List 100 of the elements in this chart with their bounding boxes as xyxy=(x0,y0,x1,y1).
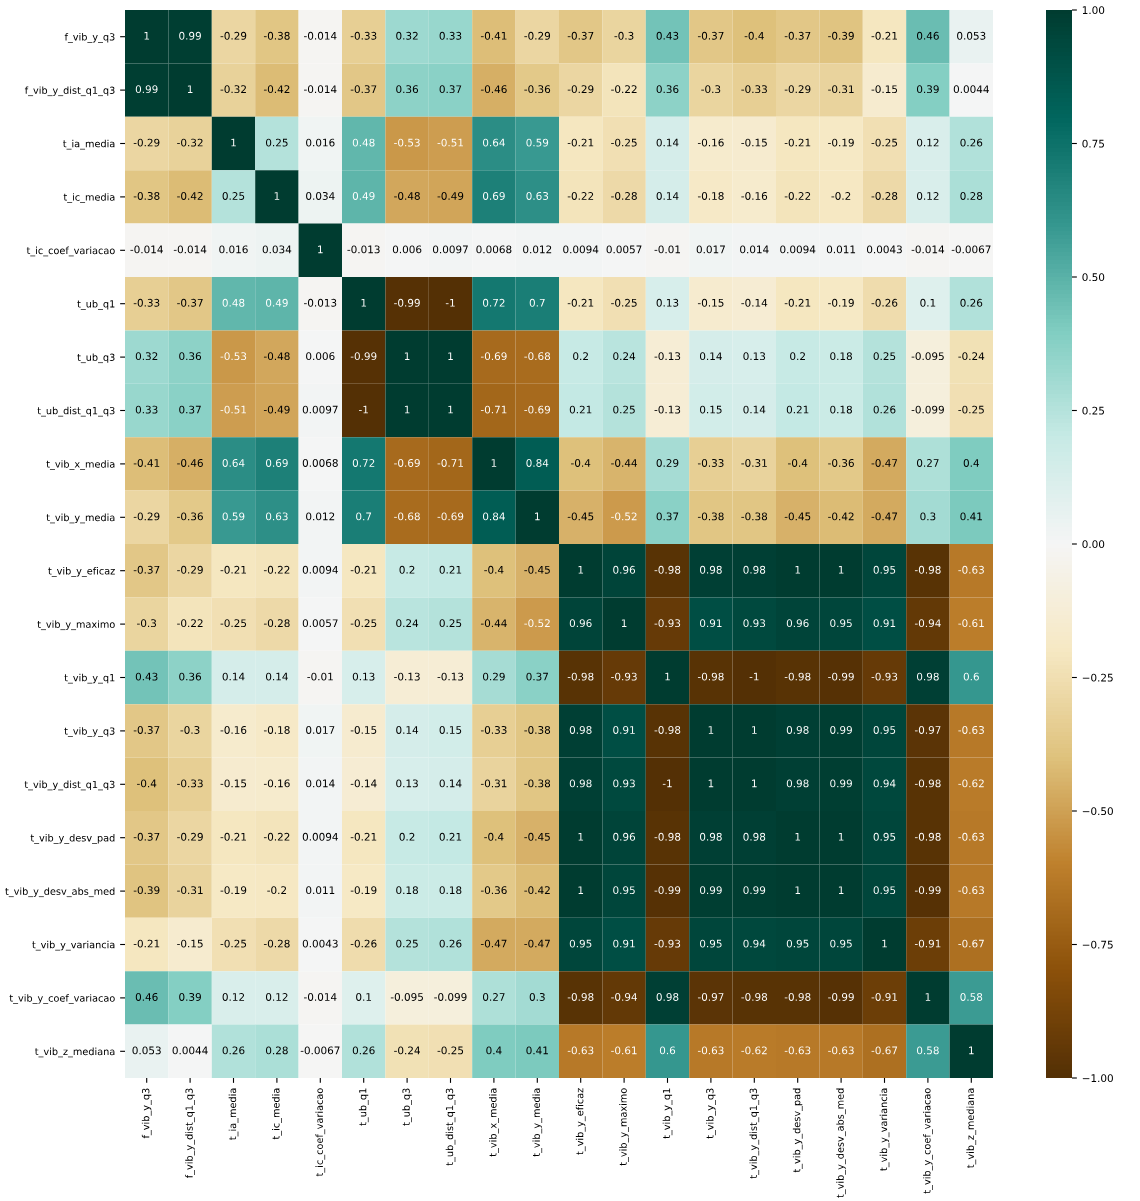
data-label: -0.99 xyxy=(914,886,941,895)
data-label: 0.95 xyxy=(699,939,722,948)
data-label: 0.14 xyxy=(743,405,766,414)
data-label: -0.095 xyxy=(390,993,423,1001)
data-label: 0.41 xyxy=(960,512,982,521)
data-label: -0.01 xyxy=(654,245,681,254)
data-label: 0.0043 xyxy=(302,939,338,948)
data-label: 0.24 xyxy=(613,352,636,361)
data-label: 0.006 xyxy=(306,352,335,361)
data-label: 0.3 xyxy=(529,993,545,1001)
data-label: -0.42 xyxy=(828,512,854,521)
data-label: 0.96 xyxy=(786,619,809,628)
data-label: 0.49 xyxy=(352,192,375,200)
data-label: -0.63 xyxy=(697,1046,724,1055)
data-label: 0.18 xyxy=(830,405,852,414)
data-label: -0.2 xyxy=(267,886,287,895)
data-label: -0.29 xyxy=(567,85,594,94)
data-label: 0.99 xyxy=(743,886,766,895)
data-label: -0.013 xyxy=(304,298,337,307)
x-tick-label: t_vib_y_desv_abs_med xyxy=(836,1088,846,1198)
data-label: -0.44 xyxy=(611,459,637,467)
y-tick-label: t_ub_q1 xyxy=(77,300,115,310)
data-label: -0.099 xyxy=(911,405,944,414)
y-tick-label: t_ic_coef_variacao xyxy=(26,246,115,257)
data-label: 0.37 xyxy=(179,405,201,414)
data-label: -0.44 xyxy=(480,619,507,628)
data-label: -0.93 xyxy=(654,619,681,628)
y-tick-label: t_vib_y_desv_pad xyxy=(30,834,115,844)
data-label: -0.71 xyxy=(480,405,507,414)
y-tick-label: t_vib_y_q3 xyxy=(64,727,115,737)
data-label: -0.63 xyxy=(958,886,984,895)
x-tick-label: t_vib_z_mediana xyxy=(966,1088,977,1168)
data-label: -0.98 xyxy=(654,832,681,841)
data-label: -0.014 xyxy=(173,245,207,254)
data-label: -0.21 xyxy=(871,31,898,40)
data-label: 0.26 xyxy=(222,1046,245,1055)
data-label: 0.13 xyxy=(396,779,418,788)
data-label: -0.97 xyxy=(697,993,724,1001)
y-tick-label: t_vib_y_maximo xyxy=(37,620,115,631)
data-label: 1 xyxy=(578,565,584,574)
data-label: -0.31 xyxy=(741,459,767,467)
data-label: -0.52 xyxy=(524,619,550,628)
data-label: 0.1 xyxy=(920,298,936,307)
data-label: -0.62 xyxy=(741,1046,767,1055)
data-label: 1 xyxy=(882,939,887,948)
data-label: 1 xyxy=(795,565,801,574)
data-label: -0.98 xyxy=(741,993,768,1001)
data-label: 0.0044 xyxy=(172,1046,208,1055)
data-label: -0.98 xyxy=(784,672,811,681)
data-label: 0.006 xyxy=(392,245,422,254)
data-label: 1 xyxy=(491,459,497,467)
data-label: 0.72 xyxy=(482,298,505,307)
x-tick-label: f_vib_y_q3 xyxy=(141,1088,152,1139)
data-label: 0.98 xyxy=(916,672,939,681)
color-bar-label: 0.00 xyxy=(1082,540,1105,549)
data-label: -0.16 xyxy=(220,726,247,734)
data-label: -0.37 xyxy=(350,85,377,94)
data-label: -0.13 xyxy=(437,672,464,681)
data-label: 0.95 xyxy=(569,939,592,948)
data-label: 0.28 xyxy=(960,192,983,200)
data-label: 0.14 xyxy=(439,779,462,788)
data-label: 0.98 xyxy=(786,779,809,788)
data-label: 0.63 xyxy=(265,512,288,521)
data-label: 0.95 xyxy=(873,886,896,895)
data-label: -0.15 xyxy=(871,85,898,94)
data-label: -0.29 xyxy=(177,565,203,574)
x-tick-label: t_vib_x_media xyxy=(489,1088,499,1157)
data-label: -0.21 xyxy=(350,832,377,841)
data-label: 0.0097 xyxy=(302,405,338,414)
data-label: -0.29 xyxy=(177,832,203,841)
data-label: 0.25 xyxy=(265,138,288,147)
y-tick-label: t_vib_y_media xyxy=(46,513,115,524)
data-label: -0.63 xyxy=(784,1046,811,1055)
data-label: -0.4 xyxy=(137,779,157,788)
data-label: 0.37 xyxy=(656,512,679,521)
data-label: 0.0057 xyxy=(302,619,338,628)
data-label: 0.91 xyxy=(873,619,896,628)
data-label: -0.98 xyxy=(914,832,941,841)
data-label: 0.12 xyxy=(916,138,939,147)
data-label: -0.48 xyxy=(263,352,290,361)
data-label: -0.19 xyxy=(828,138,854,147)
data-label: 0.14 xyxy=(396,726,419,734)
data-label: 0.2 xyxy=(399,565,415,574)
data-label: -0.28 xyxy=(611,192,637,200)
data-label: -0.22 xyxy=(263,565,290,574)
data-label: 0.0057 xyxy=(606,245,642,254)
data-label: 0.39 xyxy=(179,993,201,1001)
data-label: -0.33 xyxy=(350,31,377,40)
data-label: 0.26 xyxy=(960,298,983,307)
data-label: 0.2 xyxy=(573,352,588,361)
data-label: 0.27 xyxy=(482,993,505,1001)
data-label: -0.014 xyxy=(130,245,163,254)
data-label: 0.053 xyxy=(957,31,986,40)
data-label: -0.45 xyxy=(524,832,550,841)
data-label: 0.29 xyxy=(656,459,679,467)
data-label: -0.22 xyxy=(177,619,203,628)
data-label: 0.2 xyxy=(399,832,415,841)
data-label: 1 xyxy=(621,619,627,627)
data-label: -0.21 xyxy=(784,138,811,147)
data-label: -0.46 xyxy=(177,459,203,467)
